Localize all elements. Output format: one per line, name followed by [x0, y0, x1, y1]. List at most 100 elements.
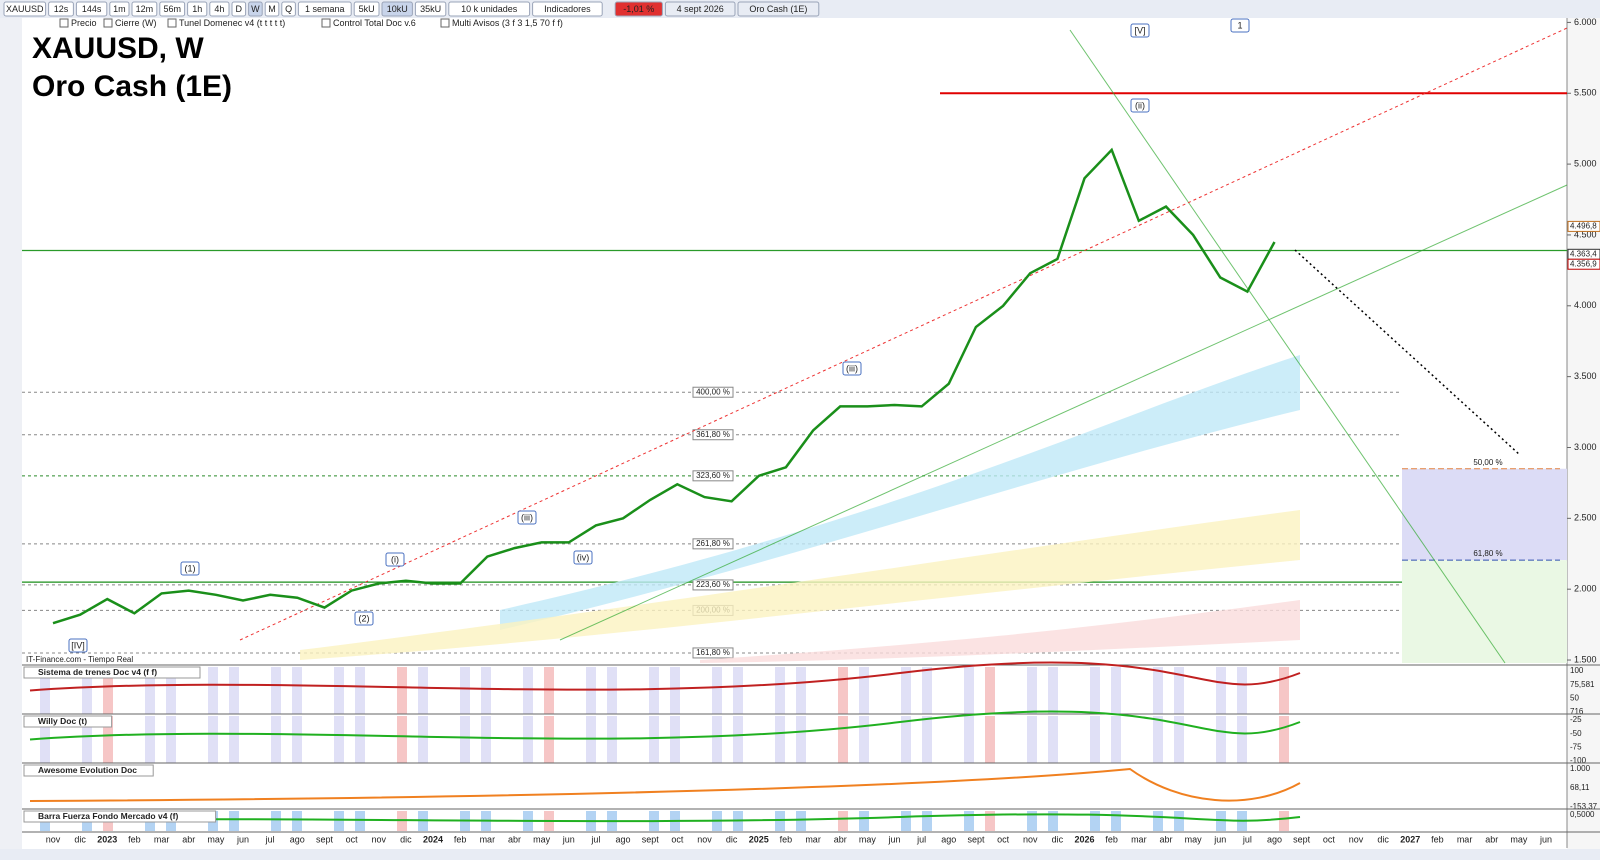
cloud — [700, 600, 1300, 663]
toolbar-button[interactable] — [614, 1, 663, 17]
toolbar-label: Oro Cash (1E) — [749, 4, 807, 14]
price-axis — [1567, 18, 1600, 860]
panel-bar — [901, 667, 911, 714]
panel-bar — [733, 667, 743, 714]
panel-axis-label: -153,37 — [1570, 802, 1598, 811]
fib-box — [692, 470, 734, 482]
panel-bar — [1048, 667, 1058, 714]
x-tick-label: jun — [888, 834, 901, 844]
panel-bar — [1216, 667, 1226, 714]
panel-bar — [796, 667, 806, 714]
fib-label: 261,80 % — [696, 539, 730, 548]
price-tag — [1567, 220, 1600, 232]
panel-axis-label: 68,11 — [1570, 783, 1590, 792]
panel-bar — [1174, 667, 1184, 714]
legend-box[interactable] — [440, 18, 450, 28]
toolbar-button[interactable] — [3, 1, 47, 17]
toolbar-button[interactable] — [353, 1, 380, 17]
legend-label: Multi Avisos (3 f 3 1,5 70 f f) — [452, 18, 563, 28]
panel-bar — [355, 667, 365, 714]
legend-box[interactable] — [103, 18, 113, 28]
toolbar-button[interactable] — [187, 1, 208, 17]
panel-bar — [649, 667, 659, 714]
x-tick-label: 2027 — [1400, 834, 1420, 844]
toolbar-label: -1,01 % — [623, 4, 654, 14]
toolbar-button[interactable] — [75, 1, 108, 17]
y-tick-label: 6.000 — [1574, 17, 1597, 27]
toolbar-button[interactable] — [414, 1, 447, 17]
panel-bar — [145, 667, 155, 714]
toolbar-label: 144s — [82, 4, 102, 14]
toolbar-button[interactable] — [159, 1, 186, 17]
chart-title: XAUUSD, W — [32, 32, 204, 65]
panel-bar — [838, 811, 848, 831]
panel-bar — [775, 811, 785, 831]
wave-box — [573, 550, 593, 565]
status-bar — [0, 849, 1600, 860]
wave-label: (i) — [391, 554, 399, 564]
legend-box[interactable] — [59, 18, 69, 28]
toolbar-button[interactable] — [448, 1, 531, 17]
toolbar-button[interactable] — [248, 1, 263, 17]
projection-arrow — [1294, 249, 1521, 456]
wave-box — [385, 552, 405, 567]
price-tag — [1567, 258, 1600, 270]
panel-bar — [859, 716, 869, 763]
fib-label: 223,60 % — [696, 580, 730, 589]
toolbar-label: 12s — [54, 4, 69, 14]
toolbar-button[interactable] — [264, 1, 280, 17]
x-tick-label: may — [533, 834, 551, 844]
panel-bar — [1027, 811, 1037, 831]
legend-box[interactable] — [321, 18, 331, 28]
wave-label: (iii) — [846, 363, 858, 373]
x-tick-label: nov — [1349, 834, 1364, 844]
wave-label: (2) — [359, 613, 370, 623]
toolbar-label: W — [251, 4, 260, 14]
x-tick-label: abr — [1485, 834, 1498, 844]
panel-bar — [1237, 667, 1247, 714]
trend-line — [559, 184, 1568, 641]
x-tick-label: mar — [154, 834, 170, 844]
fib-box — [692, 647, 734, 659]
cloud — [300, 510, 1300, 660]
x-tick-label: feb — [1105, 834, 1118, 844]
wave-box — [1130, 98, 1150, 113]
legend-box[interactable] — [167, 18, 177, 28]
panel-bar — [166, 716, 176, 763]
toolbar-label: 4 sept 2026 — [677, 4, 724, 14]
wave-label: 1 — [1237, 20, 1242, 30]
toolbar-button[interactable] — [131, 1, 158, 17]
legend-label: Cierre (W) — [115, 18, 157, 28]
x-tick-label: sept — [642, 834, 660, 844]
toolbar-button[interactable] — [209, 1, 230, 17]
wave-box — [354, 611, 374, 626]
x-tick-label: may — [859, 834, 877, 844]
panel-bar — [103, 716, 113, 763]
panel-bar — [901, 716, 911, 763]
panel-bar — [334, 811, 344, 831]
legend-label: Precio — [71, 18, 97, 28]
toolbar-button[interactable] — [381, 1, 413, 17]
toolbar-button[interactable] — [664, 1, 736, 17]
toolbar-button[interactable] — [297, 1, 352, 17]
panel-axis-label: 50 — [1570, 693, 1579, 702]
wave-label: (iv) — [577, 552, 590, 562]
toolbar-button[interactable] — [109, 1, 130, 17]
panel-bar — [544, 667, 554, 714]
x-tick-label: oct — [346, 834, 359, 844]
x-tick-label: sept — [967, 834, 985, 844]
x-tick-label: abr — [182, 834, 195, 844]
toolbar-button[interactable] — [737, 1, 820, 17]
x-tick-label: mar — [480, 834, 496, 844]
panel-bar — [859, 667, 869, 714]
panel-bar — [838, 716, 848, 763]
panel-title: Awesome Evolution Doc — [38, 765, 137, 775]
x-tick-label: feb — [1431, 834, 1444, 844]
toolbar-button[interactable] — [281, 1, 296, 17]
toolbar-button[interactable] — [231, 1, 247, 17]
x-tick-label: jun — [236, 834, 249, 844]
toolbar-label: 10 k unidades — [461, 4, 518, 14]
toolbar-button[interactable] — [48, 1, 74, 17]
fib-box — [692, 538, 734, 550]
toolbar-button[interactable] — [532, 1, 603, 17]
